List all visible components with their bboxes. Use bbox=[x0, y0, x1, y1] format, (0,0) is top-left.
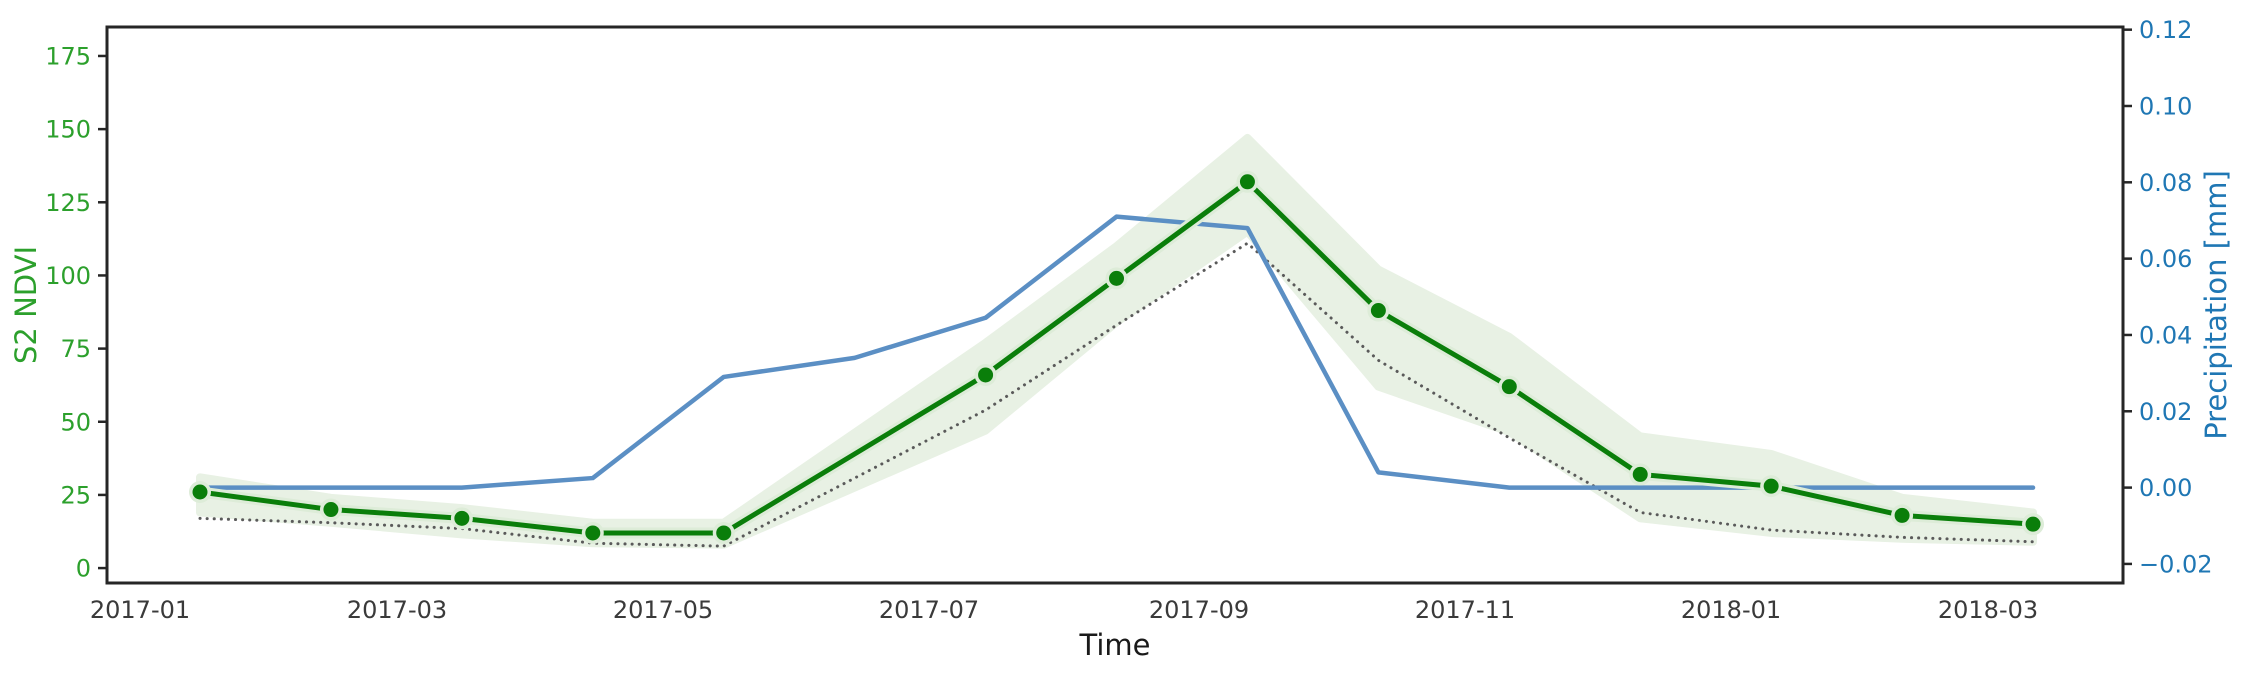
ndvi-marker bbox=[585, 525, 601, 541]
x-axis-tick-label: 2017-11 bbox=[1415, 596, 1515, 624]
ndvi-dotted-line bbox=[198, 241, 2035, 548]
ndvi-marker bbox=[1763, 478, 1779, 494]
y-axis-right-tick-label: 0.12 bbox=[2139, 16, 2192, 44]
ndvi-marker bbox=[454, 510, 470, 526]
x-axis-label: Time bbox=[1079, 628, 1151, 662]
ndvi-marker bbox=[978, 367, 994, 383]
y-axis-right-tick-label: 0.00 bbox=[2139, 474, 2192, 502]
y-axis-left-tick-label: 100 bbox=[45, 262, 91, 290]
y-axis-right-tick-label: 0.08 bbox=[2139, 169, 2192, 197]
ndvi-marker bbox=[1370, 303, 1386, 319]
ndvi-marker bbox=[192, 484, 208, 500]
x-axis-tick-label: 2018-03 bbox=[1938, 596, 2038, 624]
y-axis-right-tick-label: 0.04 bbox=[2139, 321, 2192, 349]
ndvi-line bbox=[197, 179, 2036, 536]
ndvi-marker bbox=[2025, 516, 2041, 532]
ndvi-marker bbox=[1239, 174, 1255, 190]
y-axis-left-tick-label: 125 bbox=[45, 189, 91, 217]
y-axis-label-left: S2 NDVI bbox=[9, 246, 43, 364]
y-axis-right-tick-label: 0.06 bbox=[2139, 245, 2192, 273]
y-axis-left-tick-label: 175 bbox=[45, 42, 91, 70]
x-axis-tick-label: 2017-05 bbox=[613, 596, 713, 624]
y-axis-left-tick-label: 0 bbox=[76, 555, 91, 583]
y-axis-left-tick-label: 25 bbox=[60, 481, 91, 509]
y-axis-label-right: Precipitation [mm] bbox=[2199, 170, 2233, 440]
ndvi-marker bbox=[1501, 379, 1517, 395]
x-axis-tick-label: 2018-01 bbox=[1681, 596, 1781, 624]
y-axis-left-tick-label: 75 bbox=[60, 335, 91, 363]
ndvi-marker bbox=[1109, 270, 1125, 286]
y-axis-right-tick-label: −0.02 bbox=[2139, 550, 2213, 578]
x-axis-tick-label: 2017-03 bbox=[347, 596, 447, 624]
y-axis-left-tick-label: 50 bbox=[60, 408, 91, 436]
x-axis-tick-label: 2017-01 bbox=[90, 596, 190, 624]
ndvi-marker bbox=[716, 525, 732, 541]
ndvi-marker bbox=[1894, 507, 1910, 523]
ndvi-marker bbox=[1632, 466, 1648, 482]
plot-border bbox=[105, 25, 2125, 585]
y-axis-left-tick-label: 150 bbox=[45, 116, 91, 144]
ndvi-marker bbox=[323, 502, 339, 518]
y-axis-right-tick-label: 0.10 bbox=[2139, 92, 2192, 120]
x-axis-tick-label: 2017-07 bbox=[879, 596, 979, 624]
y-axis-right-tick-label: 0.02 bbox=[2139, 398, 2192, 426]
x-axis-tick-label: 2017-09 bbox=[1149, 596, 1249, 624]
